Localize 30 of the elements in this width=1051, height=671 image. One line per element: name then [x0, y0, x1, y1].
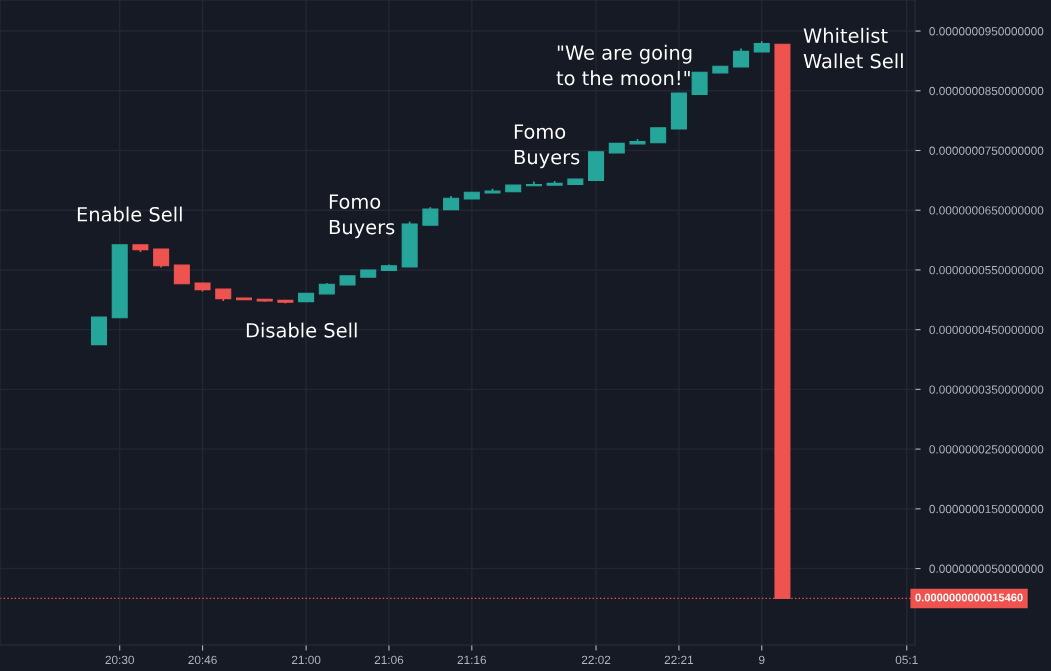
x-tick-label: 20:46: [188, 655, 217, 665]
annotation: Enable Sell: [77, 206, 182, 222]
y-tick-label: 0.0000000650000000: [929, 206, 1044, 215]
y-tick-label: 0.0000000550000000: [929, 265, 1044, 275]
annotation: Disable Sell: [246, 322, 357, 338]
candlestick: [153, 248, 170, 269]
x-tick-label: 05:1: [895, 655, 918, 665]
y-tick-label: 0.0000000450000000: [929, 325, 1044, 335]
y-tick-label: 0.0000000950000000: [929, 27, 1044, 36]
annotation: Fomo Buyers: [514, 124, 580, 169]
y-tick-label: 0.0000000850000000: [929, 86, 1044, 96]
annotation: "We are going to the moon!": [556, 44, 692, 86]
candlestick: [691, 71, 708, 96]
candlestick: [733, 47, 750, 68]
annotation: Whitelist Wallet Sell: [803, 27, 903, 69]
candlestick: [173, 264, 190, 285]
x-tick-label: 20:30: [105, 655, 135, 665]
x-tick-label: 21:06: [374, 655, 404, 665]
x-tick-label: 22:02: [581, 655, 611, 665]
y-tick-label: 0.0000000050000000: [929, 564, 1044, 573]
y-tick-label: 0.0000000150000000: [929, 504, 1044, 514]
ref-line-label: 0.0000000000015460: [915, 593, 1023, 602]
y-tick-label: 0.0000000350000000: [929, 385, 1044, 394]
x-tick-label: 21:00: [291, 655, 321, 665]
y-tick-label: 0.0000000750000000: [929, 146, 1044, 155]
x-tick-label: 22:21: [664, 655, 694, 664]
x-tick-label: 21:16: [457, 655, 487, 665]
y-tick-label: 0.0000000250000000: [929, 445, 1044, 454]
x-tick-label: 9: [759, 655, 765, 665]
annotation: Fomo Buyers: [329, 194, 395, 239]
